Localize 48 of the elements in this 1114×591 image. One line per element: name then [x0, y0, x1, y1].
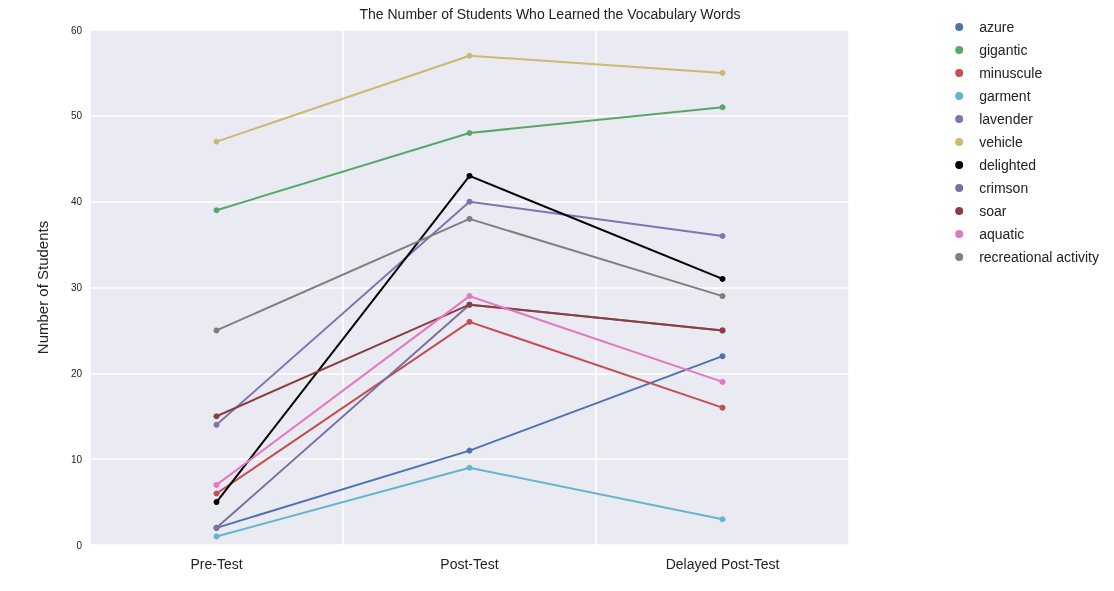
point	[466, 464, 473, 471]
point	[719, 69, 726, 76]
point	[213, 413, 220, 420]
point	[719, 353, 726, 360]
point	[213, 490, 220, 497]
point	[719, 275, 726, 282]
point	[466, 215, 473, 222]
point	[466, 52, 473, 59]
point	[466, 318, 473, 325]
point	[719, 378, 726, 385]
point	[719, 293, 726, 300]
point	[719, 516, 726, 523]
y-tick-label: 10	[70, 453, 83, 465]
legend-label: soar	[979, 203, 1007, 219]
point	[719, 104, 726, 111]
legend-label: garment	[979, 88, 1031, 104]
y-tick-label: 40	[70, 196, 83, 208]
point	[213, 207, 220, 214]
point	[466, 130, 473, 136]
legend-label: minuscule	[979, 65, 1043, 81]
point	[213, 138, 220, 145]
legend-label: delighted	[979, 157, 1036, 173]
y-tick-label: 60	[70, 24, 83, 36]
legend-label: lavender	[979, 111, 1034, 127]
legend-label: azure	[979, 19, 1015, 35]
chart-title: The Number of Students Who Learned the Vocabulary Words	[359, 6, 741, 22]
point	[213, 421, 220, 428]
legend-label: aquatic	[979, 226, 1025, 242]
point	[213, 481, 220, 488]
point	[466, 447, 473, 454]
point	[466, 172, 473, 179]
point	[213, 533, 220, 540]
point	[213, 499, 220, 506]
point	[719, 233, 726, 239]
legend-label: vehicle	[979, 134, 1023, 150]
legend-label: gigantic	[979, 42, 1028, 58]
y-tick-label: 30	[70, 282, 83, 293]
y-tick-label: 20	[70, 367, 83, 379]
x-tick-label: Delayed Post-Test	[665, 556, 780, 572]
point	[466, 293, 473, 300]
x-tick-label: Pre-Test	[190, 556, 243, 572]
y-axis-title: Number of Students	[34, 220, 51, 355]
x-tick-label: Post-Test	[440, 556, 499, 572]
legend-label: crimson	[979, 180, 1029, 196]
y-tick-label: 0	[76, 539, 83, 551]
legend-label: recreational activity	[979, 249, 1099, 265]
y-tick-label: 50	[70, 110, 83, 122]
point	[213, 327, 220, 334]
